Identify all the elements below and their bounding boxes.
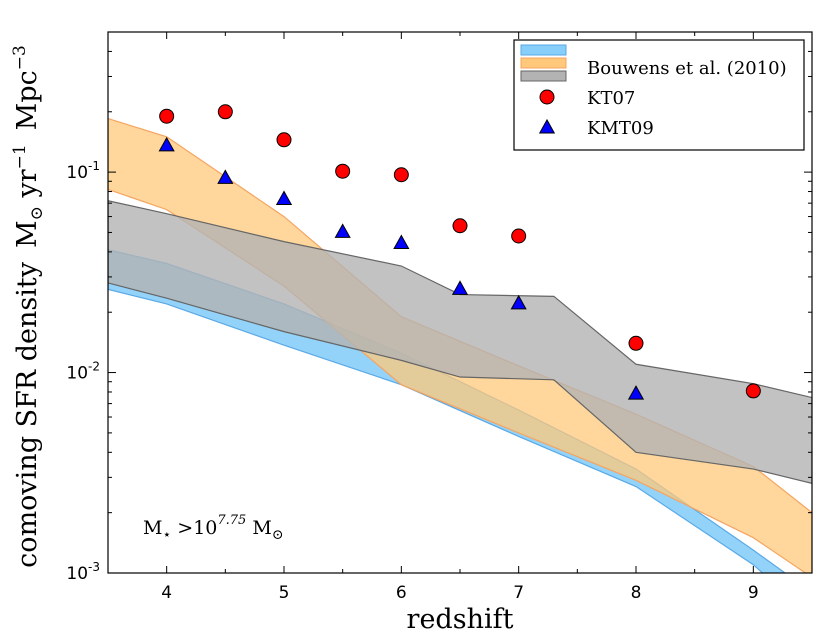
y-tick-exponent: -3 xyxy=(88,560,100,574)
gray-band xyxy=(108,200,812,484)
x-tick-label-4: 4 xyxy=(161,583,172,603)
legend-swatch-2 xyxy=(520,70,567,82)
axis-labels: redshift comoving SFR densityM⊙ yr−1Mpc−… xyxy=(10,45,514,635)
y-tick-base: 10 xyxy=(66,163,88,183)
y-tick-label-1: 10-2 xyxy=(66,360,100,384)
legend-label-kmt09: KMT09 xyxy=(587,118,654,139)
y-axis-unit-mass: M xyxy=(12,220,43,248)
kt07-point-0 xyxy=(159,108,175,124)
kt07-point-7 xyxy=(628,335,644,351)
y-tick-exponent: -2 xyxy=(88,360,100,374)
legend-box xyxy=(513,39,805,151)
x-tick-label-7: 7 xyxy=(513,583,524,603)
y-axis-unit-mpc-exp: −3 xyxy=(10,45,30,70)
axis-ticks: 4 5 6 7 8 910-310-210-1 xyxy=(66,31,813,603)
kt07-point-4 xyxy=(393,167,409,183)
annotation-star: ⋆ xyxy=(162,527,171,543)
x-tick-label-5: 5 xyxy=(279,583,290,603)
y-axis-title: comoving SFR density M⊙ yr−1 Mpc−3 xyxy=(10,45,47,568)
y-tick-label-2: 10-1 xyxy=(66,159,100,183)
kmt09-point-6 xyxy=(510,294,527,310)
y-axis-title-text: comoving SFR density xyxy=(12,261,43,568)
kmt09-point-1 xyxy=(217,169,234,184)
kt07-point-5 xyxy=(452,218,468,234)
annotation-exp: 7.75 xyxy=(217,513,246,528)
kmt09-point-5 xyxy=(451,280,469,295)
y-tick-exponent: -1 xyxy=(88,159,100,173)
x-tick-label-6: 6 xyxy=(396,583,407,603)
legend: Bouwens et al. (2010) KT07 KMT09 xyxy=(513,39,805,151)
legend-label-kt07: KT07 xyxy=(587,88,635,109)
kmt09-point-0 xyxy=(158,136,175,152)
kt07-point-3 xyxy=(335,163,351,179)
kt07-point-8 xyxy=(745,383,761,399)
kmt09-point-2 xyxy=(275,190,293,205)
uncertainty-bands xyxy=(108,117,812,573)
y-axis-unit-yr-exp: −1 xyxy=(10,144,30,169)
x-tick-label-8: 8 xyxy=(631,583,642,603)
mass-threshold-annotation: M⋆ >107.75 M⊙ xyxy=(143,513,284,543)
y-tick-base: 10 xyxy=(66,564,88,584)
x-tick-label-9: 9 xyxy=(748,583,759,603)
legend-label-bouwens: Bouwens et al. (2010) xyxy=(587,58,787,79)
y-axis-unit-mpc: Mpc xyxy=(12,70,43,130)
data-points xyxy=(158,104,761,400)
x-axis-title: redshift xyxy=(407,604,514,635)
legend-swatch-1 xyxy=(520,57,567,69)
kt07-point-6 xyxy=(511,228,527,244)
kt07-point-1 xyxy=(217,104,233,120)
y-tick-base: 10 xyxy=(66,364,88,384)
legend-swatch-0 xyxy=(520,44,567,56)
kmt09-point-7 xyxy=(627,385,645,400)
legend-marker-kt07 xyxy=(539,89,555,105)
annotation-mass: M xyxy=(143,517,162,539)
kmt09-point-3 xyxy=(334,223,351,238)
kmt09-point-4 xyxy=(393,234,410,250)
y-axis-unit-yr: yr xyxy=(12,169,43,206)
annotation-gt: >10 xyxy=(171,517,217,539)
legend-marker-kmt09 xyxy=(538,118,556,134)
kt07-point-2 xyxy=(276,132,292,148)
annotation-unit-sun: ⊙ xyxy=(272,527,284,543)
y-axis-unit-sun: ⊙ xyxy=(27,206,47,220)
y-tick-label-0: 10-3 xyxy=(66,560,100,584)
annotation-unit: M xyxy=(246,517,272,539)
